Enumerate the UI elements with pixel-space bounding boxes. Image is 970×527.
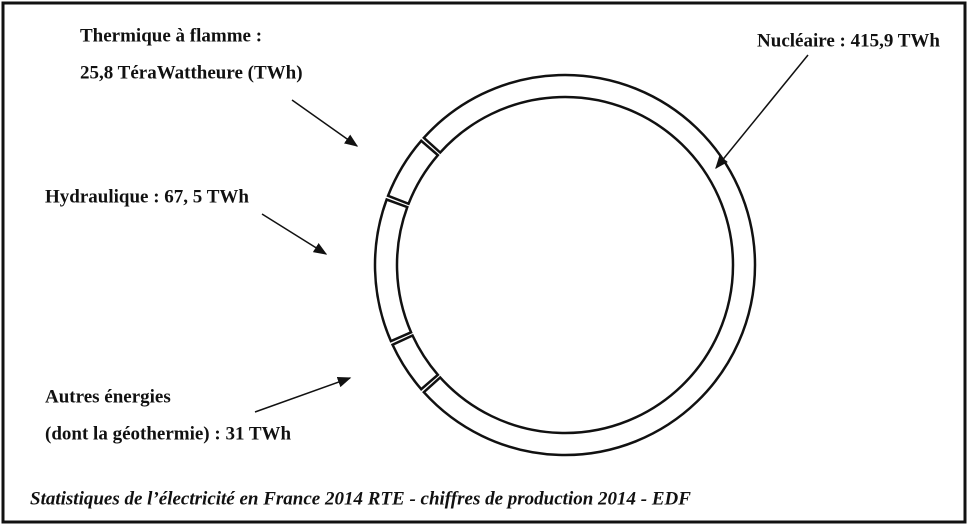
slice-label: Nucléaire : 415,9 TWh [757,30,940,51]
label-arrow [261,213,328,255]
donut-slice [390,333,440,391]
slice-label: (dont la géothermie) : 31 TWh [45,423,292,444]
label-arrow [254,377,352,413]
donut-slice [373,197,413,343]
donut-slice [386,139,440,206]
slice-label: Autres énergies [45,386,171,407]
slice-label: 25,8 TéraWattheure (TWh) [80,62,303,83]
label-arrow [291,99,359,147]
slice-label: Hydraulique : 67, 5 TWh [45,186,249,207]
label-arrow [715,54,809,170]
slice-label: Thermique à flamme : [80,25,262,46]
caption: Statistiques de l’électricité en France … [30,488,691,509]
donut-slice [422,73,757,457]
